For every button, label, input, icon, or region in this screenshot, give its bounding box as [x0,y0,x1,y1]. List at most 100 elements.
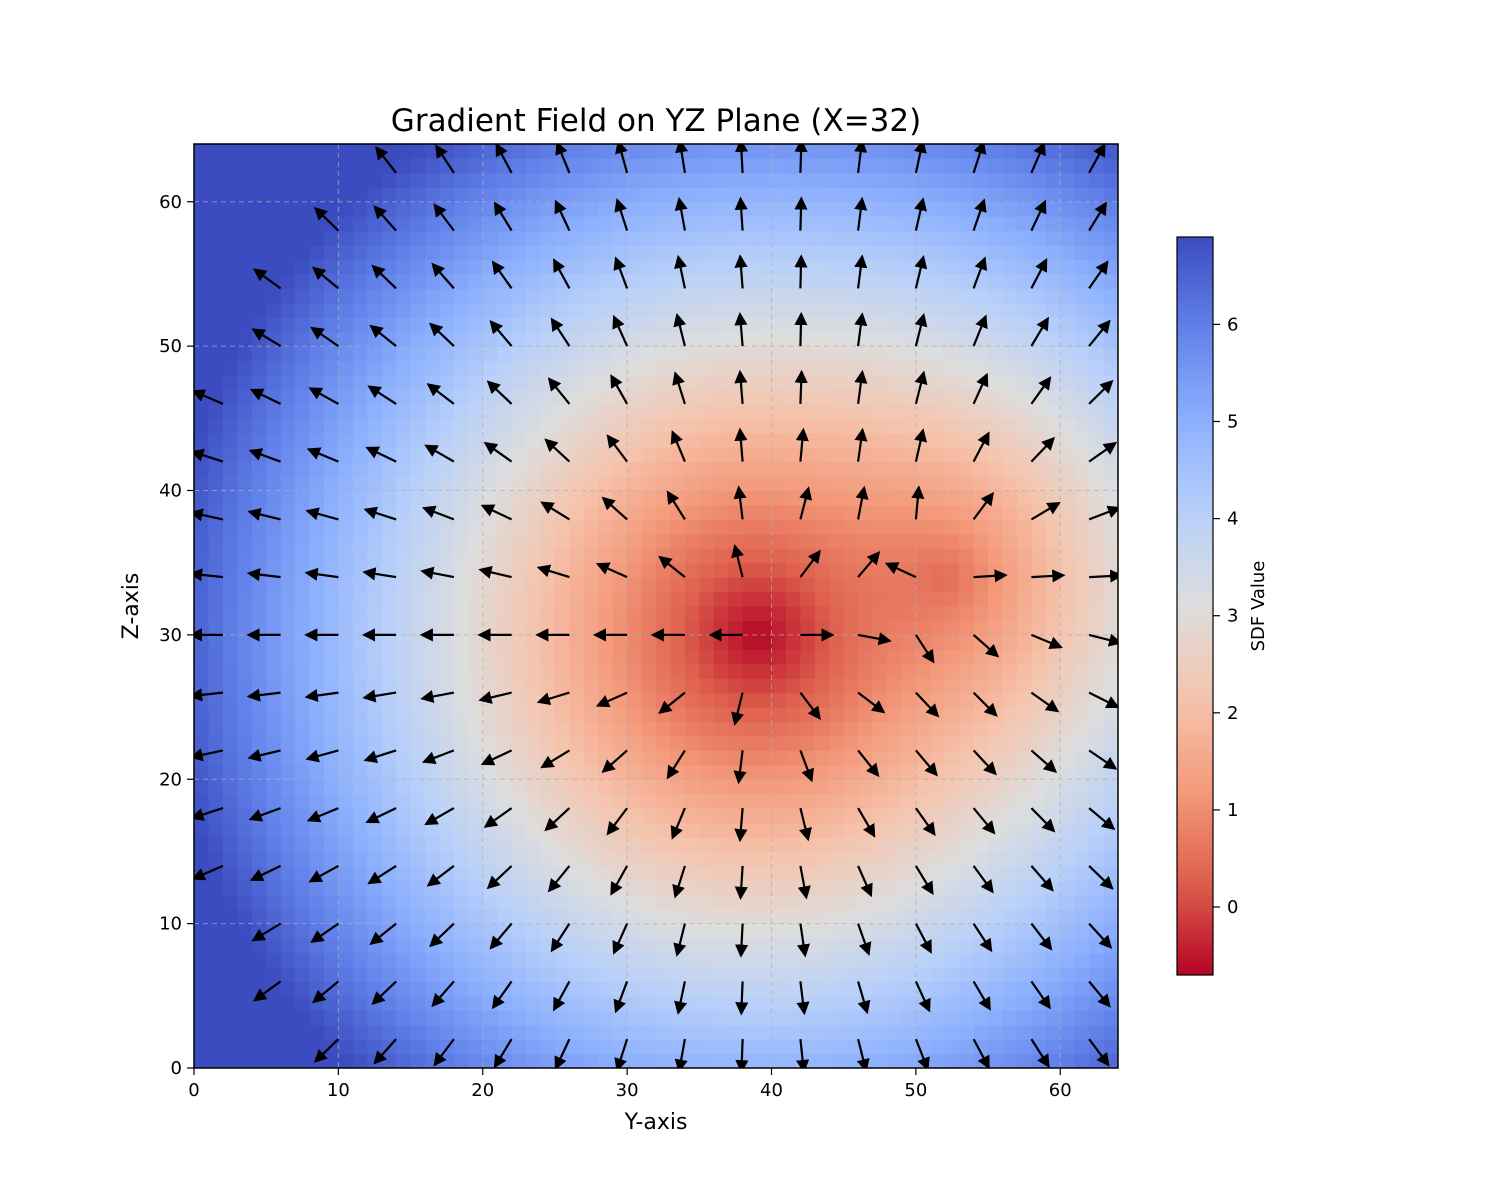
heatmap-cell [1016,273,1032,289]
heatmap-cell [699,808,715,824]
heatmap-cell [222,172,238,188]
heatmap-cell [699,346,715,362]
heatmap-cell [843,1039,859,1055]
heatmap-cell [1031,403,1047,419]
heatmap-cell [338,1024,354,1040]
heatmap-cell [352,331,368,347]
heatmap-cell [396,418,412,434]
heatmap-cell [728,158,744,174]
heatmap-cell [641,750,657,766]
heatmap-cell [814,172,830,188]
heatmap-cell [482,144,498,160]
heatmap-cell [771,721,787,737]
heatmap-cell [757,1039,773,1055]
heatmap-cell [699,259,715,275]
heatmap-cell [410,764,426,780]
heatmap-cell [973,346,989,362]
heatmap-cell [1060,923,1076,939]
heatmap-cell [612,606,628,622]
heatmap-cell [208,851,224,867]
heatmap-cell [684,403,700,419]
heatmap-cell [583,591,599,607]
gradient-arrow [452,1067,454,1068]
heatmap-cell [641,230,657,246]
gradient-arrow [666,490,686,520]
gradient-arrow [308,387,339,405]
heatmap-cell [323,418,339,434]
heatmap-cell [684,1010,700,1026]
heatmap-cell [526,172,542,188]
heatmap-cell [1074,418,1090,434]
heatmap-cell [323,692,339,708]
heatmap-cell [208,562,224,578]
heatmap-cell [771,822,787,838]
heatmap-cell [1089,692,1105,708]
heatmap-cell [381,764,397,780]
heatmap-cell [887,721,903,737]
heatmap-cell [901,375,917,391]
heatmap-cell [1103,577,1118,593]
heatmap-cell [670,591,686,607]
heatmap-cell [872,201,888,217]
heatmap-cell [771,808,787,824]
heatmap-cell [540,1024,556,1040]
heatmap-cell [1045,245,1061,261]
heatmap-cell [901,923,917,939]
heatmap-cell [554,735,570,751]
heatmap-cell [1045,750,1061,766]
heatmap-cell [569,562,585,578]
heatmap-cell [266,966,282,982]
gradient-arrow [972,372,989,405]
gradient-arrow [854,369,868,405]
heatmap-cell [381,490,397,506]
heatmap-cell [237,317,253,333]
heatmap-cell [887,865,903,881]
gradient-arrow [613,256,629,289]
heatmap-cell [554,779,570,795]
heatmap-cell [742,923,758,939]
heatmap-cell [1060,634,1076,650]
heatmap-cell [410,418,426,434]
heatmap-cell [323,403,339,419]
heatmap-cell [944,360,960,376]
heatmap-cell [843,461,859,477]
heatmap-cell [944,490,960,506]
heatmap-cell [540,620,556,636]
heatmap-cell [800,909,816,925]
heatmap-cell [381,938,397,954]
heatmap-cell [295,952,311,968]
heatmap-cell [453,663,469,679]
heatmap-cell [670,172,686,188]
heatmap-cell [511,504,527,520]
heatmap-cell [1103,389,1118,405]
heatmap-cell [540,577,556,593]
heatmap-cell [309,822,325,838]
heatmap-cell [1016,981,1032,997]
heatmap-cell [569,779,585,795]
heatmap-cell [843,216,859,232]
heatmap-cell [713,432,729,448]
heatmap-cell [1002,735,1018,751]
heatmap-cell [742,288,758,304]
heatmap-cell [930,562,946,578]
heatmap-cell [1002,331,1018,347]
heatmap-cell [930,764,946,780]
heatmap-cell [511,158,527,174]
heatmap-cell [757,822,773,838]
heatmap-cell [858,273,874,289]
heatmap-cell [367,764,383,780]
heatmap-cell [425,606,441,622]
heatmap-cell [338,880,354,896]
heatmap-cell [843,938,859,954]
heatmap-cell [1031,663,1047,679]
heatmap-cell [497,779,513,795]
heatmap-cell [843,562,859,578]
heatmap-cell [713,663,729,679]
heatmap-cell [280,923,296,939]
heatmap-cell [482,1010,498,1026]
heatmap-cell [367,707,383,723]
heatmap-cell [973,519,989,535]
heatmap-cell [959,476,975,492]
heatmap-cell [930,375,946,391]
colorbar-tick-label: 0 [1227,897,1238,918]
